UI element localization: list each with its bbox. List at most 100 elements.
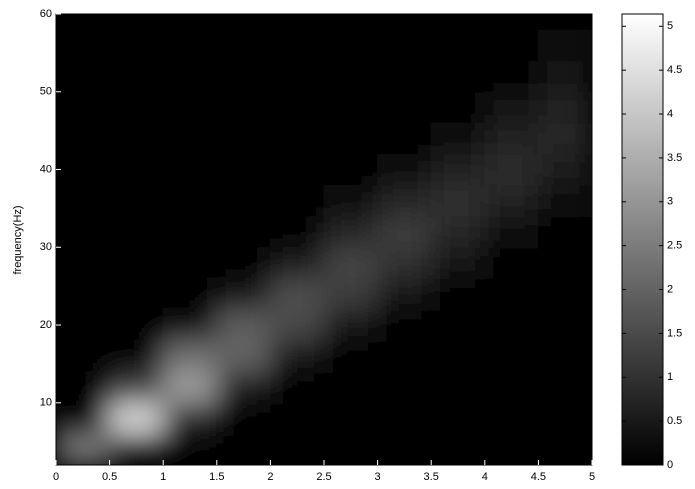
heatmap-cell: [109, 14, 164, 31]
heatmap-cell: [377, 277, 432, 310]
heatmap-cell: [162, 14, 218, 31]
heatmap-cell: [216, 340, 271, 373]
heatmap-cell: [56, 60, 111, 93]
heatmap-cell: [377, 246, 432, 279]
heatmap-cell: [430, 215, 486, 248]
heatmap-cell: [109, 153, 164, 186]
heatmap-cell: [484, 60, 539, 93]
heatmap-cell: [109, 91, 164, 124]
heatmap-cell: [377, 91, 432, 124]
heatmap-cell: [430, 340, 486, 373]
x-tick-label: 3.5: [424, 471, 439, 483]
heatmap-cell: [377, 29, 432, 62]
heatmap-cell: [269, 371, 325, 404]
colorbar-tick-label: 3.5: [667, 152, 682, 164]
heatmap-cell: [162, 215, 218, 248]
heatmap-cell: [109, 215, 164, 248]
heatmap-cell: [162, 91, 218, 124]
heatmap-cell: [430, 91, 486, 124]
heatmap-cell: [537, 308, 592, 342]
heatmap-cell: [269, 433, 325, 465]
colorbar-tick-label: 1.5: [667, 327, 682, 339]
heatmap-cell: [109, 402, 164, 435]
heatmap-cell: [484, 91, 539, 124]
heatmap-cell: [269, 340, 325, 373]
heatmap-cell: [377, 402, 432, 435]
heatmap-cell: [537, 29, 592, 62]
heatmap-cell: [162, 277, 218, 310]
colorbar-tick-label: 4: [667, 108, 673, 120]
heatmap-cell: [377, 153, 432, 186]
heatmap-cell: [162, 153, 218, 186]
heatmap-cell: [377, 184, 432, 217]
x-tick-label: 0.5: [102, 471, 117, 483]
heatmap-cell: [323, 122, 379, 155]
heatmap-cell: [484, 402, 539, 435]
heatmap-cell: [484, 184, 539, 217]
colorbar-tick-label: 1: [667, 371, 673, 383]
axes: 0 0.5 1 1.5 2 2.5 3 3.5 4 4.5 5 10 20 30 40 50 60 0 0.5 1 1.…: [40, 8, 683, 483]
heatmap-cell: [269, 91, 325, 124]
heatmap-cell: [269, 14, 325, 31]
x-tick-label: 2: [267, 471, 273, 483]
y-tick-label: 10: [40, 397, 52, 409]
heatmap-cell: [216, 60, 271, 93]
heatmap-cell: [269, 246, 325, 279]
y-axis-label: frequency(Hz): [12, 205, 24, 274]
heatmap-cell: [377, 60, 432, 93]
heatmap-cell: [537, 122, 592, 155]
heatmap-cell: [484, 153, 539, 186]
heatmap-cell: [377, 122, 432, 155]
heatmap-cell: [484, 433, 539, 465]
heatmap-cell: [323, 402, 379, 435]
x-tick-label: 4: [482, 471, 488, 483]
heatmap-cell: [377, 14, 432, 31]
colorbar-tick-label: 3: [667, 196, 673, 208]
heatmap-cell: [430, 29, 486, 62]
heatmap-cell: [323, 14, 379, 31]
heatmap-cell: [484, 308, 539, 342]
heatmap-cell: [430, 153, 486, 186]
heatmap-cell: [56, 277, 111, 310]
heatmap-cell: [109, 371, 164, 404]
heatmap-cell: [323, 433, 379, 465]
heatmap-cell: [484, 246, 539, 279]
heatmap-cell: [162, 60, 218, 93]
heatmap-cell: [109, 122, 164, 155]
heatmap-cell: [162, 402, 218, 435]
heatmap-cell: [109, 29, 164, 62]
colorbar-tick-label: 5: [667, 20, 673, 32]
heatmap-cell: [216, 277, 271, 310]
heatmap-cell: [216, 29, 271, 62]
heatmap-cell: [56, 122, 111, 155]
heatmap-cell: [269, 308, 325, 342]
heatmap-cell: [537, 215, 592, 248]
heatmap-cell: [56, 308, 111, 342]
heatmap-cell: [430, 14, 486, 31]
heatmap-cell: [377, 433, 432, 465]
heatmap-cell: [484, 371, 539, 404]
heatmap-cell: [537, 14, 592, 31]
heatmap-cell: [56, 340, 111, 373]
heatmap-cell: [269, 29, 325, 62]
heatmap-cell: [109, 340, 164, 373]
x-tick-label: 1.5: [209, 471, 224, 483]
heatmap-cell: [430, 402, 486, 435]
heatmap-cell: [269, 184, 325, 217]
heatmap-cell: [484, 340, 539, 373]
heatmap-cell: [323, 184, 379, 217]
heatmap-cell: [56, 246, 111, 279]
heatmap-cell: [162, 29, 218, 62]
heatmap-cell: [109, 184, 164, 217]
heatmap-cell: [537, 153, 592, 186]
heatmap-cell: [537, 340, 592, 373]
heatmap-cell: [162, 340, 218, 373]
colorbar: [621, 13, 664, 466]
heatmap-cell: [323, 29, 379, 62]
x-tick-label: 5: [589, 471, 595, 483]
heatmap-cell: [216, 14, 271, 31]
y-tick-label: 40: [40, 163, 52, 175]
heatmap-cell: [269, 277, 325, 310]
heatmap-cell: [537, 60, 592, 93]
